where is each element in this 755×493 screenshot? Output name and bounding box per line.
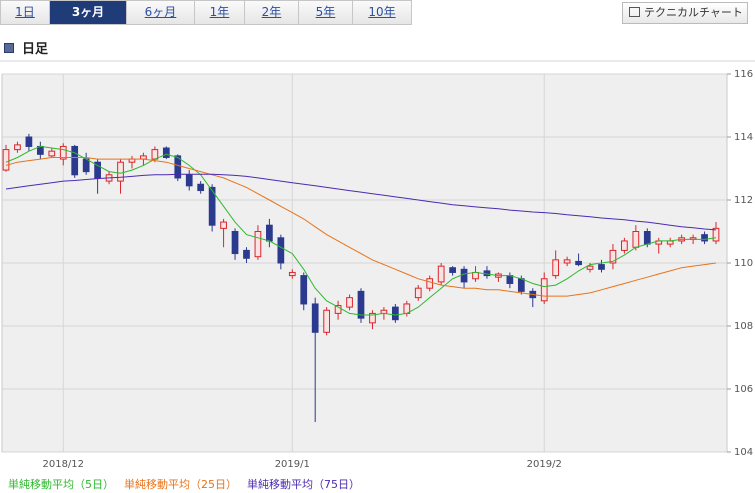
candle-body [311,303,319,333]
candle-body [151,149,159,160]
y-tick-label: 112 [734,195,753,206]
candle-body [117,161,124,182]
legend-entry: 単純移動平均（5日） [8,477,114,491]
candle-body [540,278,548,302]
candle-body [254,231,262,258]
candle-body [598,264,605,270]
candle-body [220,221,227,229]
section-title: 日足 [22,42,49,57]
candle-body [575,260,582,266]
period-tab[interactable]: 6ヶ月 [126,0,195,25]
y-tick-label: 114 [734,132,753,143]
candle-body [277,237,285,264]
candle-body [517,278,525,292]
legend-entry: 単純移動平均（75日） [247,477,360,491]
candle-body [197,183,205,192]
candle-body [243,249,250,259]
candle-body [449,267,456,273]
button-label: テクニカルチャート [644,6,743,19]
x-tick-label: 2019/2 [527,459,562,470]
candle-body [140,155,147,160]
candle-body [426,278,434,289]
period-tab[interactable]: 2年 [244,0,299,25]
candle-body [185,174,193,187]
ma-line [5,173,717,231]
period-tab[interactable]: 10年 [352,0,412,25]
candle-body [643,231,651,245]
candle-body [14,144,21,151]
candle-body [323,309,331,333]
heading-icon [4,43,14,53]
candle-body [174,155,182,179]
candle-body [162,147,170,158]
legend-entry: 単純移動平均（25日） [124,477,237,491]
candle-body [632,231,640,248]
x-tick-label: 2018/12 [42,459,84,470]
candle-body [357,290,365,319]
candle-body [208,186,216,226]
candle-body [25,136,33,147]
ma-line [5,145,717,316]
candle-body [300,275,308,305]
candle-body [82,158,90,173]
candle-body [552,259,560,277]
candle-body [346,297,353,308]
candle-body [2,149,10,171]
candle-body [288,271,296,277]
candle-body [609,249,617,264]
candle-body [391,306,399,321]
window-icon [629,7,640,17]
y-tick-label: 116 [734,69,753,80]
candle-body [266,224,273,242]
candle-body [472,271,479,280]
candle-body [59,145,67,160]
period-tabs: 1日 3ヶ月 6ヶ月 1年 2年 5年 10年 [0,0,412,25]
candle-body [621,240,628,251]
section-heading: 日足 [4,38,48,57]
candle-body [94,161,101,179]
candle-body [414,287,422,299]
candle-body [666,240,674,245]
candle-body [506,275,514,284]
ma-line [5,157,717,297]
y-tick-label: 110 [734,258,753,269]
y-tick-label: 108 [734,321,753,332]
period-tab[interactable]: 3ヶ月 [49,0,127,25]
candle-body [712,227,720,242]
y-tick-label: 104 [734,447,753,458]
period-tab[interactable]: 1日 [0,0,50,25]
candle-body [563,259,571,264]
candle-body [334,305,342,314]
candle-body [231,231,239,255]
y-tick-label: 106 [734,384,753,395]
candle-body [437,265,445,283]
technical-chart-button[interactable]: テクニカルチャート [622,2,748,24]
x-tick-label: 2019/1 [275,459,310,470]
candle-body [369,312,376,324]
candle-body [586,265,594,270]
candle-body [48,150,56,157]
candle-body [460,268,468,283]
candle-body [701,234,708,242]
candle-body [71,145,79,176]
